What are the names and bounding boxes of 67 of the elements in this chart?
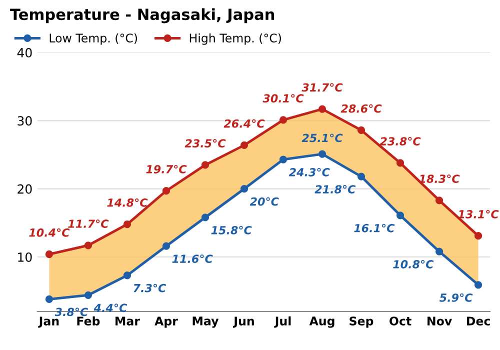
x-tick-label: May bbox=[192, 316, 219, 328]
point bbox=[45, 295, 54, 304]
point bbox=[396, 212, 404, 220]
data-label: 3.8°C bbox=[54, 308, 88, 316]
point bbox=[318, 105, 326, 113]
point bbox=[162, 187, 170, 195]
data-label: 26.4°C bbox=[224, 119, 265, 128]
data-label: 14.8°C bbox=[107, 198, 148, 207]
point bbox=[474, 232, 482, 240]
data-label: 23.5°C bbox=[184, 139, 226, 148]
x-tick-label: Dec bbox=[466, 316, 490, 326]
x-tick-label: Sep bbox=[350, 316, 374, 328]
point bbox=[162, 242, 170, 250]
data-label: 11.7°C bbox=[68, 219, 109, 228]
data-label: 4.4°C bbox=[94, 304, 128, 312]
data-label: 7.3°C bbox=[134, 284, 166, 292]
data-label: 19.7°C bbox=[146, 164, 187, 174]
point bbox=[318, 150, 326, 158]
x-tick-label: Jun bbox=[232, 316, 254, 328]
x-tick-label: Aug bbox=[309, 316, 334, 328]
data-label: 15.8°C bbox=[211, 226, 252, 234]
point bbox=[84, 291, 92, 299]
y-tick-label: 10 bbox=[18, 252, 32, 262]
point bbox=[435, 248, 444, 256]
data-label: 24.3°C bbox=[288, 168, 330, 176]
point bbox=[357, 172, 366, 180]
data-label: 20°C bbox=[250, 197, 279, 206]
data-label: 16.1°C bbox=[354, 224, 395, 232]
x-tick-label: Nov bbox=[428, 316, 452, 326]
y-tick-label: 40 bbox=[17, 48, 32, 58]
point bbox=[201, 214, 210, 222]
point bbox=[240, 141, 248, 150]
data-label: 5.9°C bbox=[439, 293, 473, 302]
x-tick-label: Apr bbox=[154, 316, 178, 328]
data-label: 31.7°C bbox=[302, 83, 343, 92]
data-label: 10.4°C bbox=[29, 228, 70, 237]
data-label: 21.8°C bbox=[314, 185, 356, 194]
legend-label: High Temp. (°C) bbox=[190, 33, 281, 45]
x-tick-label: Oct bbox=[390, 316, 412, 326]
point bbox=[123, 272, 132, 280]
point bbox=[279, 116, 288, 124]
x-tick-label: Mar bbox=[116, 316, 140, 326]
point bbox=[201, 161, 210, 169]
data-label: 23.8°C bbox=[380, 137, 421, 146]
data-label: 18.3°C bbox=[419, 174, 460, 183]
y-tick-label: 30 bbox=[18, 116, 32, 126]
legend-label: Low Temp. (°C) bbox=[50, 33, 137, 45]
point bbox=[279, 156, 288, 164]
data-label: 25.1°C bbox=[302, 134, 343, 142]
y-tick-label: 20 bbox=[18, 184, 32, 194]
x-tick-label: Jan bbox=[38, 316, 59, 328]
point bbox=[474, 281, 482, 289]
data-label: 13.1°C bbox=[458, 210, 499, 218]
data-label: 30.1°C bbox=[262, 94, 304, 103]
point bbox=[45, 250, 54, 258]
x-tick-label: Feb bbox=[77, 316, 100, 326]
point bbox=[435, 196, 444, 204]
point bbox=[123, 220, 132, 228]
point bbox=[240, 184, 248, 193]
point bbox=[396, 159, 404, 167]
data-label: 28.6°C bbox=[340, 104, 382, 113]
data-label: 11.6°C bbox=[172, 254, 213, 264]
point bbox=[84, 242, 92, 250]
data-label: 10.8°C bbox=[393, 260, 434, 268]
point bbox=[357, 126, 366, 134]
x-tick-label: Jul bbox=[274, 316, 291, 328]
chart-title: Temperature - Nagasaki, Japan bbox=[10, 8, 274, 24]
